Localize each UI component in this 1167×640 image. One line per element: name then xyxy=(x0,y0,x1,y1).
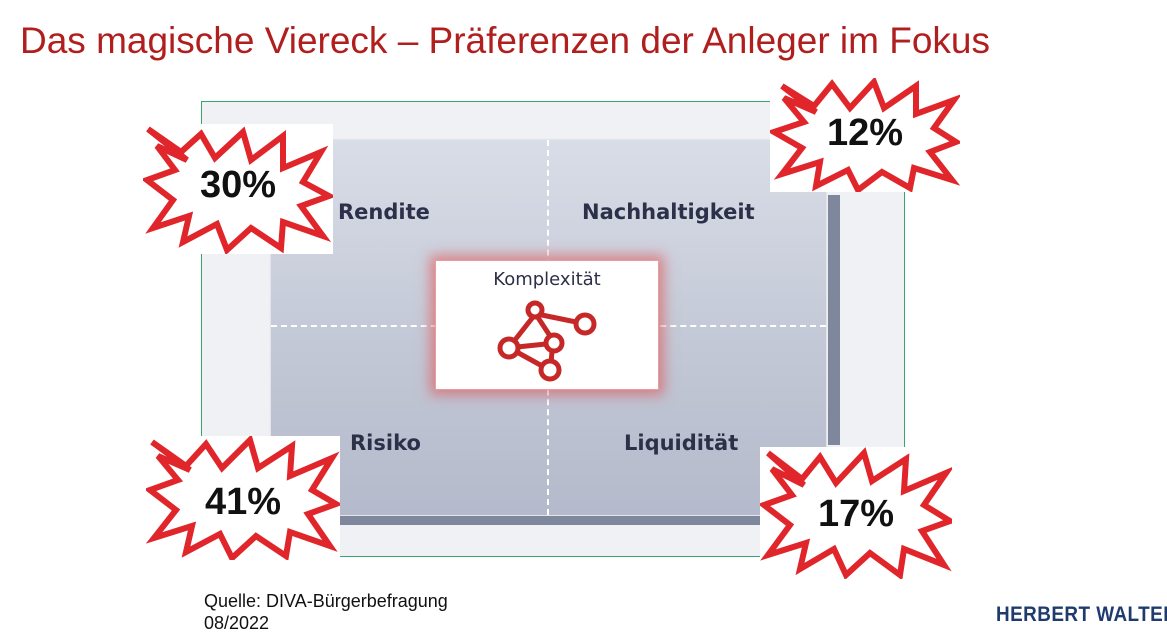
matrix-shadow-right xyxy=(828,195,840,445)
value-risiko: 41% xyxy=(204,481,282,523)
preference-burst-risiko: 41% xyxy=(146,436,340,560)
source-line-1: Quelle: DIVA-Bürgerbefragung xyxy=(204,591,448,611)
quadrant-label-liquiditaet: Liquidität xyxy=(624,431,739,455)
burst-shape xyxy=(760,447,952,579)
burst-shape xyxy=(146,436,340,560)
company-logo: HERBERT WALTER xyxy=(996,603,1167,626)
preference-burst-nachhaltigkeit: 12% xyxy=(770,78,960,192)
quadrant-label-nachhaltigkeit: Nachhaltigkeit xyxy=(582,200,755,224)
complexity-box: Komplexität xyxy=(435,260,659,390)
molecule-network-icon xyxy=(491,297,601,392)
value-rendite: 30% xyxy=(199,164,277,206)
burst-shape xyxy=(770,78,960,192)
value-nachhaltigkeit: 12% xyxy=(826,112,904,154)
preference-burst-rendite: 30% xyxy=(143,124,333,254)
value-liquiditaet: 17% xyxy=(817,493,895,535)
source-line-2: 08/2022 xyxy=(204,613,270,633)
slide-title: Das magische Viereck – Präferenzen der A… xyxy=(20,20,991,61)
quadrant-label-risiko: Risiko xyxy=(350,431,421,455)
complexity-label: Komplexität xyxy=(493,269,601,290)
matrix-shadow-bottom xyxy=(340,516,760,525)
source-note: Quelle: DIVA-Bürgerbefragung 08/2022 xyxy=(204,590,448,634)
quadrant-label-rendite: Rendite xyxy=(338,200,430,224)
preference-burst-liquiditaet: 17% xyxy=(760,447,952,579)
burst-shape xyxy=(143,126,333,254)
